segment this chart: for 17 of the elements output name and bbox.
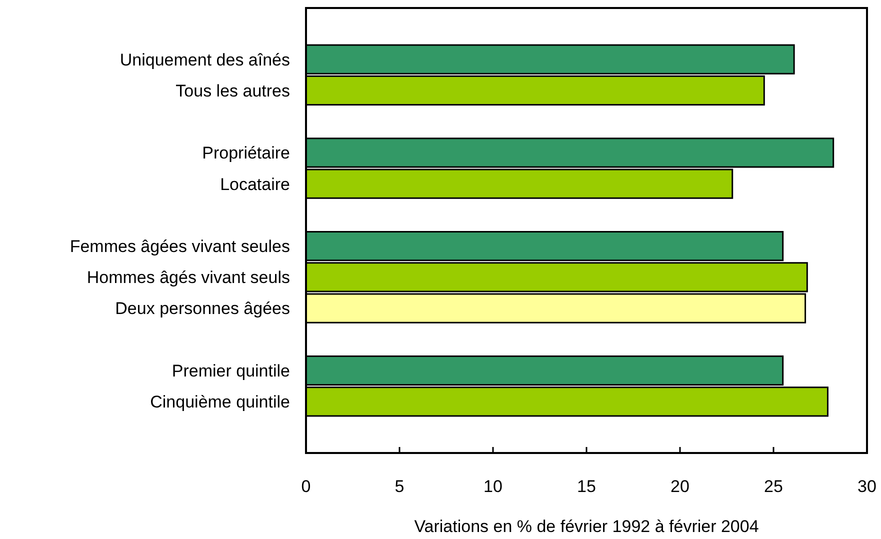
y-tick-label: Tous les autres (176, 81, 290, 100)
y-tick-label: Premier quintile (172, 361, 290, 380)
x-tick-label: 20 (670, 477, 690, 496)
y-tick-label: Femmes âgées vivant seules (70, 237, 290, 256)
y-tick-label: Hommes âgés vivant seuls (86, 268, 290, 288)
x-tick-label: 5 (394, 477, 404, 496)
y-tick-label: Deux personnes âgées (115, 299, 290, 318)
x-tick-label: 10 (484, 477, 502, 496)
y-tick-label: Locataire (220, 174, 290, 194)
y-tick-label: Propriétaire (202, 144, 290, 163)
y-tick-label: Cinquième quintile (150, 392, 290, 412)
x-tick-label: 30 (858, 477, 876, 496)
x-tick-label: 25 (764, 477, 783, 496)
x-tick-label: 0 (301, 477, 311, 496)
y-tick-label: Uniquement des aînés (120, 50, 290, 70)
x-tick-label: 15 (577, 477, 596, 496)
x-axis-title: Variations en % de février 1992 à février 2004 (414, 517, 759, 536)
